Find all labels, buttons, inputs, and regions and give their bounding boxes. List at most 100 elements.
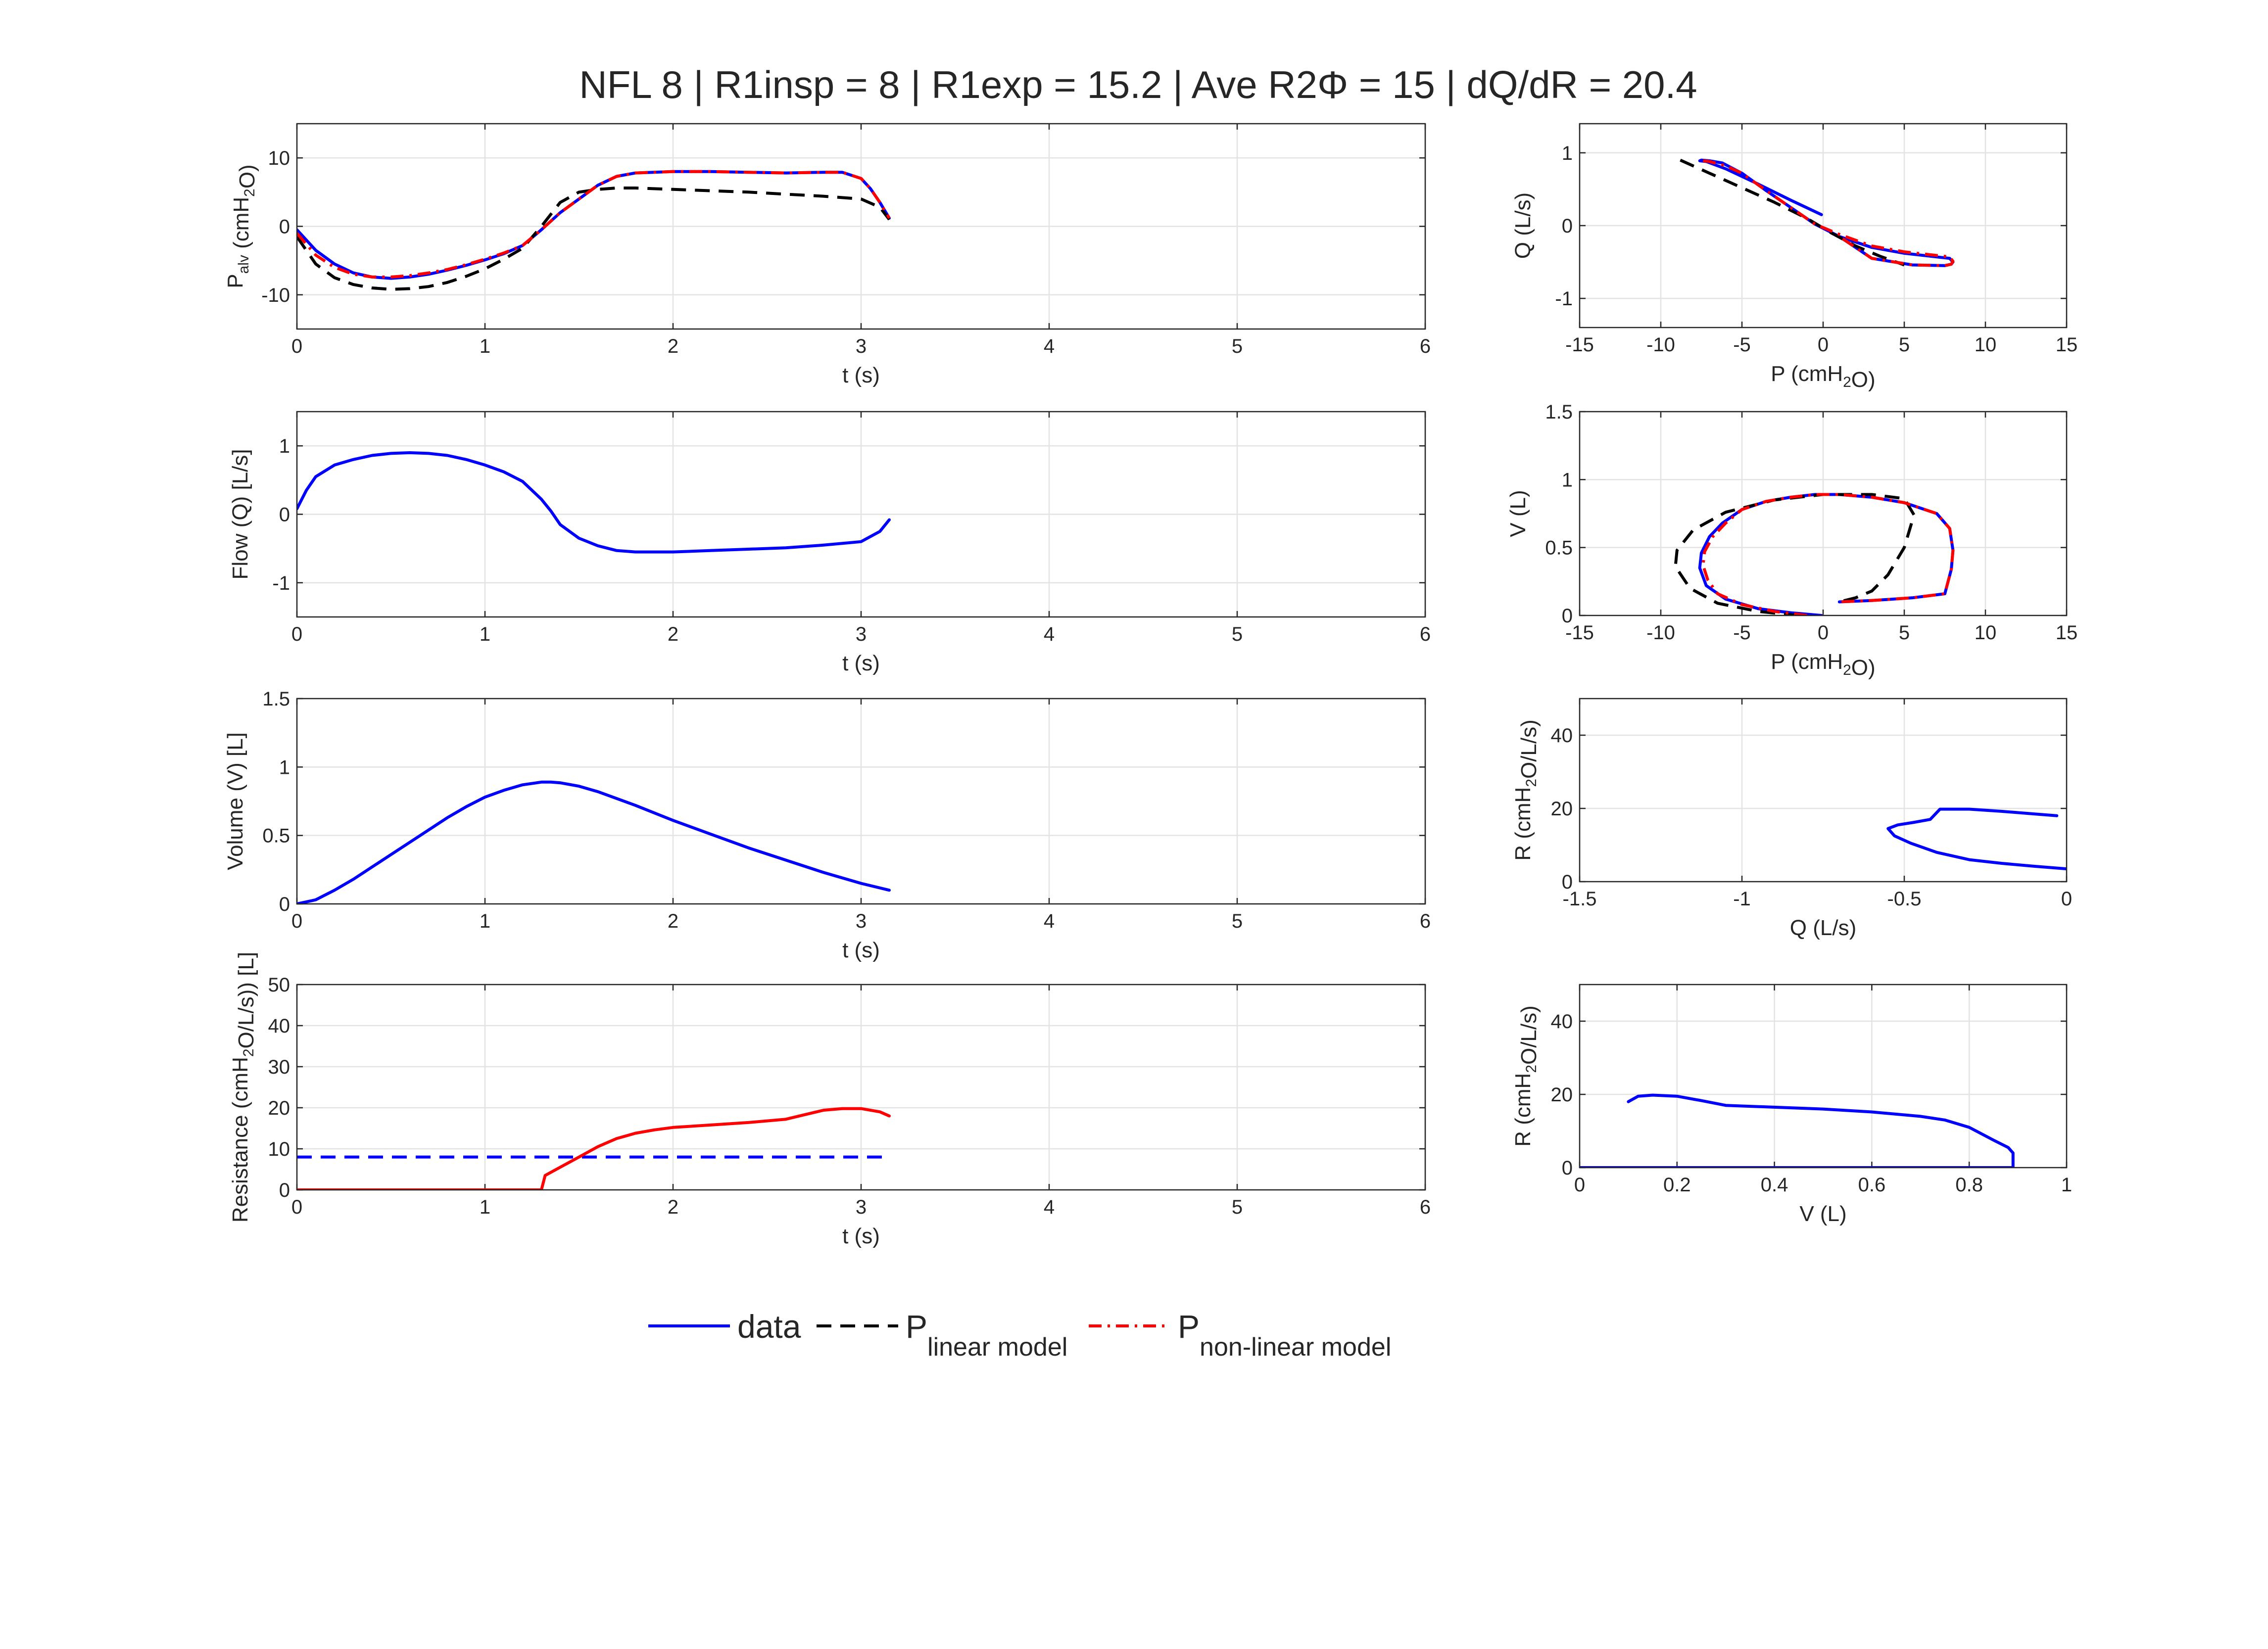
x-tick-label: 0 (1574, 1174, 1585, 1196)
x-axis-label: t (s) (842, 363, 880, 387)
x-tick-label: 5 (1232, 335, 1243, 357)
label-main: Q (L/s) (1790, 916, 1856, 940)
y-tick-label: 0.5 (1545, 537, 1573, 559)
series-line-data (1580, 1093, 2015, 1168)
y-axis-label: Palv (cmH2O) (223, 164, 259, 288)
y-tick-label: 0 (1562, 1157, 1573, 1179)
y-tick-label: 1.5 (262, 688, 290, 710)
series-lines (1580, 1093, 2015, 1168)
x-tick-label: 0 (1818, 334, 1829, 356)
y-tick-label: 0 (1562, 871, 1573, 893)
x-tick-label: 4 (1044, 910, 1055, 932)
y-tick-label: 1.5 (1545, 401, 1573, 423)
y-axis-label: Q (L/s) (1511, 192, 1535, 259)
y-tick-label: 1 (1562, 142, 1573, 164)
axes-frame (1579, 123, 2068, 329)
x-tick-label: -15 (1565, 334, 1594, 356)
label-subscript: 2 (1843, 662, 1851, 678)
y-axis-label: R (cmH2O/L/s) (1511, 1005, 1541, 1147)
y-tick-label: 20 (268, 1097, 290, 1119)
x-tick-label: 1 (480, 623, 490, 645)
x-tick-label: 4 (1044, 1196, 1055, 1218)
x-tick-label: 2 (668, 910, 678, 932)
x-tick-label: 2 (668, 335, 678, 357)
label-main: Flow (Q) [L/s] (228, 449, 252, 579)
y-axis-label: Flow (Q) [L/s] (228, 449, 252, 579)
axes-frame (296, 984, 1426, 1191)
label-main: Resistance (cmH (228, 1057, 252, 1223)
x-tick-label: 0 (291, 335, 302, 357)
y-tick-label: 20 (1551, 1084, 1573, 1106)
x-tick-label: 0 (291, 910, 302, 932)
series-line-data (297, 780, 891, 904)
series-lines (297, 170, 891, 291)
x-tick-label: 1 (480, 910, 490, 932)
y-axis-label: Volume (V) [L] (223, 732, 247, 870)
y-tick-label: 0 (279, 216, 290, 238)
y-tick-label: 40 (1551, 1011, 1573, 1033)
x-tick-label: 4 (1044, 335, 1055, 357)
axes-frame (296, 123, 1426, 330)
series-lines (297, 780, 891, 904)
label-text: O/L/s) (1517, 719, 1541, 779)
x-axis-label: P (cmH2O) (1771, 362, 1875, 392)
x-tick-label: 6 (1420, 1196, 1431, 1218)
axes-frame (1579, 698, 2068, 883)
x-axis-label: t (s) (842, 1224, 880, 1248)
y-tick-label: 0 (279, 504, 290, 526)
y-tick-label: -10 (261, 284, 290, 306)
label-subscript: 2 (1523, 779, 1540, 787)
label-main: R (cmH (1511, 1073, 1535, 1147)
y-tick-label: 10 (268, 147, 290, 169)
x-axis-label: P (cmH2O) (1771, 650, 1875, 680)
label-text: O) (235, 164, 259, 188)
y-axis-label: R (cmH2O/L/s) (1511, 719, 1541, 861)
legend-item-3: Pnon-linear model (1089, 1308, 1391, 1362)
series-line-p-linear-model (297, 187, 891, 291)
x-tick-label: -10 (1646, 622, 1675, 644)
y-tick-label: -1 (272, 572, 290, 594)
y-tick-label: 40 (1551, 725, 1573, 747)
x-tick-label: 3 (856, 910, 867, 932)
y-tick-label: 1 (1562, 469, 1573, 491)
x-tick-label: 5 (1232, 623, 1243, 645)
x-tick-label: 5 (1899, 622, 1910, 644)
axes-frame (1579, 411, 2068, 616)
y-tick-label: 10 (268, 1138, 290, 1160)
legend-item-2: Plinear model (817, 1308, 1067, 1362)
series-line-p-non-linear-model (1702, 159, 1955, 267)
legend-label: Plinear model (906, 1308, 1067, 1362)
y-tick-label: 30 (268, 1056, 290, 1078)
x-tick-label: 5 (1899, 334, 1910, 356)
axes-frame (296, 411, 1426, 618)
x-tick-label: -0.5 (1887, 888, 1922, 910)
x-tick-label: 0 (1818, 622, 1829, 644)
y-tick-label: 40 (268, 1015, 290, 1037)
legend-label: data (737, 1308, 801, 1345)
series-line-r2 (297, 1107, 891, 1190)
x-tick-label: 4 (1044, 623, 1055, 645)
label-text: O/L/s)) [L] (234, 952, 258, 1049)
axes-frame (296, 698, 1426, 905)
x-tick-label: -5 (1733, 334, 1751, 356)
legend-label-subscript: linear model (927, 1333, 1067, 1362)
subplot-6: -15 -10 -5 0 5 10 15 0 0.5 1 1.5 P (cmH2O) V (L) (1506, 401, 2077, 680)
axes-frame (1579, 984, 2068, 1169)
y-axis-label: Resistance (cmH2O/L/s)) [L] (228, 952, 258, 1223)
y-tick-label: 1 (279, 756, 290, 778)
series-lines (297, 451, 891, 554)
x-tick-label: 15 (2056, 622, 2078, 644)
x-axis-label: t (s) (842, 651, 880, 675)
legend-label-main: data (737, 1308, 801, 1345)
legend-label: Pnon-linear model (1178, 1308, 1391, 1362)
ticks: 0 1 2 3 4 5 6 -1 0 1 (272, 412, 1431, 645)
label-main: V (L) (1506, 490, 1530, 537)
x-tick-label: -1.5 (1563, 888, 1597, 910)
legend-label-subscript: non-linear model (1200, 1333, 1391, 1362)
label-subscript: 2 (1523, 1065, 1540, 1073)
label-main: V (L) (1799, 1202, 1846, 1226)
x-axis-label: V (L) (1799, 1202, 1846, 1226)
x-tick-label: -15 (1565, 622, 1594, 644)
